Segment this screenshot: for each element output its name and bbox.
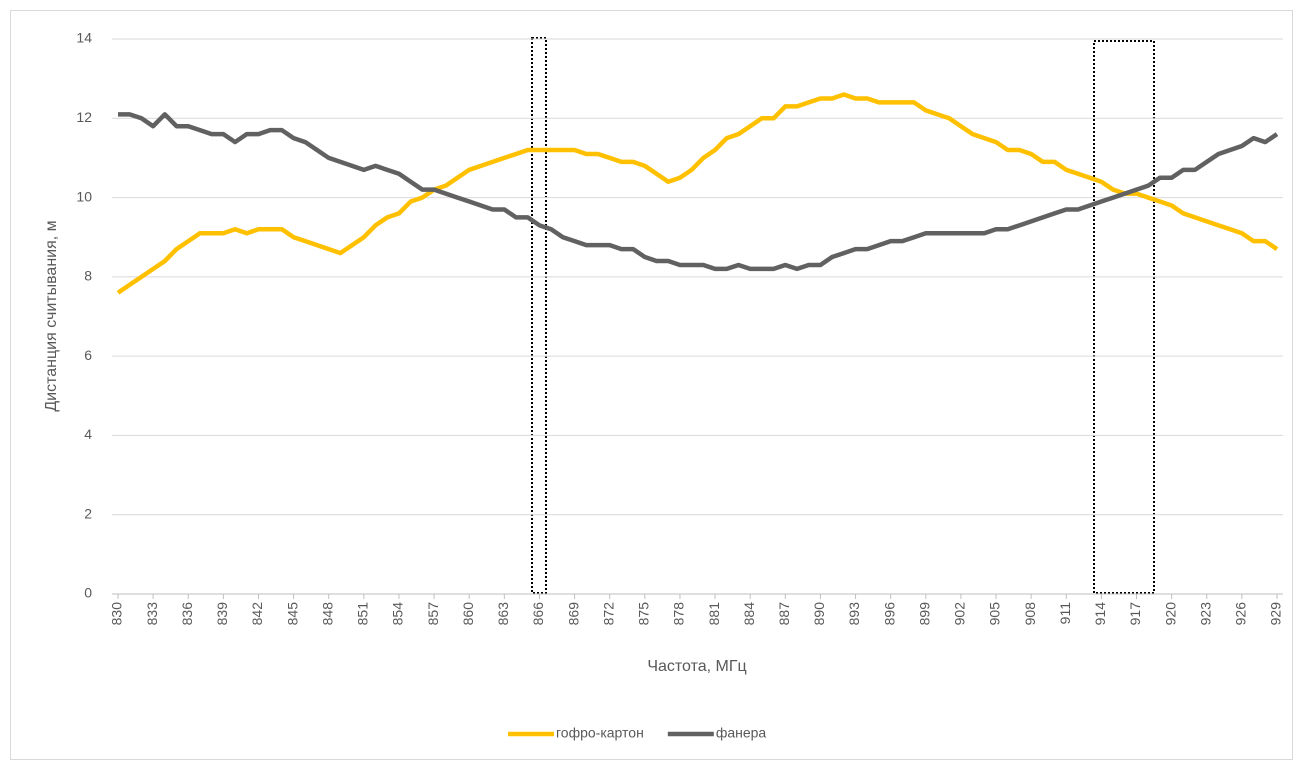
- x-axis-title: Частота, МГц: [647, 658, 746, 675]
- x-tick-label: 830: [109, 602, 125, 626]
- x-tick-label: 872: [600, 602, 616, 626]
- legend-label: гофро-картон: [556, 725, 644, 741]
- y-tick-label: 2: [84, 505, 92, 521]
- x-tick-label: 917: [1127, 602, 1143, 626]
- x-tick-label: 881: [706, 602, 722, 626]
- legend-label: фанера: [716, 725, 767, 741]
- x-tick-label: 875: [636, 602, 652, 626]
- x-tick-label: 896: [881, 602, 897, 626]
- x-tick-label: 857: [425, 602, 441, 626]
- x-tick-label: 833: [144, 602, 160, 626]
- y-tick-label: 4: [84, 426, 92, 442]
- x-tick-label: 884: [741, 602, 757, 626]
- x-tick-label: 866: [530, 602, 546, 626]
- x-tick-label: 845: [284, 602, 300, 626]
- x-tick-label: 929: [1268, 602, 1284, 626]
- x-tick-label: 911: [1057, 602, 1073, 625]
- x-tick-label: 923: [1197, 602, 1213, 626]
- x-tick-label: 899: [916, 602, 932, 626]
- x-tick-label: 854: [390, 602, 406, 626]
- x-tick-label: 905: [987, 602, 1003, 626]
- line-series: [118, 112, 1279, 272]
- x-tick-label: 836: [179, 602, 195, 626]
- x-tick-label: 908: [1022, 602, 1038, 626]
- x-tick-label: 890: [811, 602, 827, 626]
- x-tick-label: 863: [495, 602, 511, 626]
- x-tick-label: 893: [846, 602, 862, 626]
- y-tick-label: 10: [76, 188, 92, 204]
- x-tick-label: 851: [355, 602, 371, 626]
- x-tick-label: 848: [319, 602, 335, 626]
- x-tick-label: 860: [460, 602, 476, 626]
- x-tick-label: 842: [249, 602, 265, 626]
- chart-frame: [10, 10, 1293, 760]
- x-tick-label: 902: [952, 602, 968, 626]
- x-tick-label: 887: [776, 602, 792, 626]
- x-tick-label: 926: [1233, 602, 1249, 626]
- y-tick-label: 14: [76, 30, 92, 46]
- y-tick-label: 6: [84, 347, 92, 363]
- x-tick-label: 914: [1092, 602, 1108, 626]
- y-tick-label: 12: [76, 109, 92, 125]
- y-tick-label: 8: [84, 268, 92, 284]
- x-tick-label: 839: [214, 602, 230, 626]
- x-tick-label: 920: [1162, 602, 1178, 626]
- y-axis-title: Дистанция считывания, м: [43, 220, 60, 411]
- y-tick-label: 0: [84, 585, 92, 601]
- x-tick-label: 869: [565, 602, 581, 626]
- highlight-box: [1093, 40, 1155, 594]
- x-tick-label: 878: [671, 602, 687, 626]
- line-series: [116, 92, 1279, 295]
- highlight-box: [531, 37, 547, 594]
